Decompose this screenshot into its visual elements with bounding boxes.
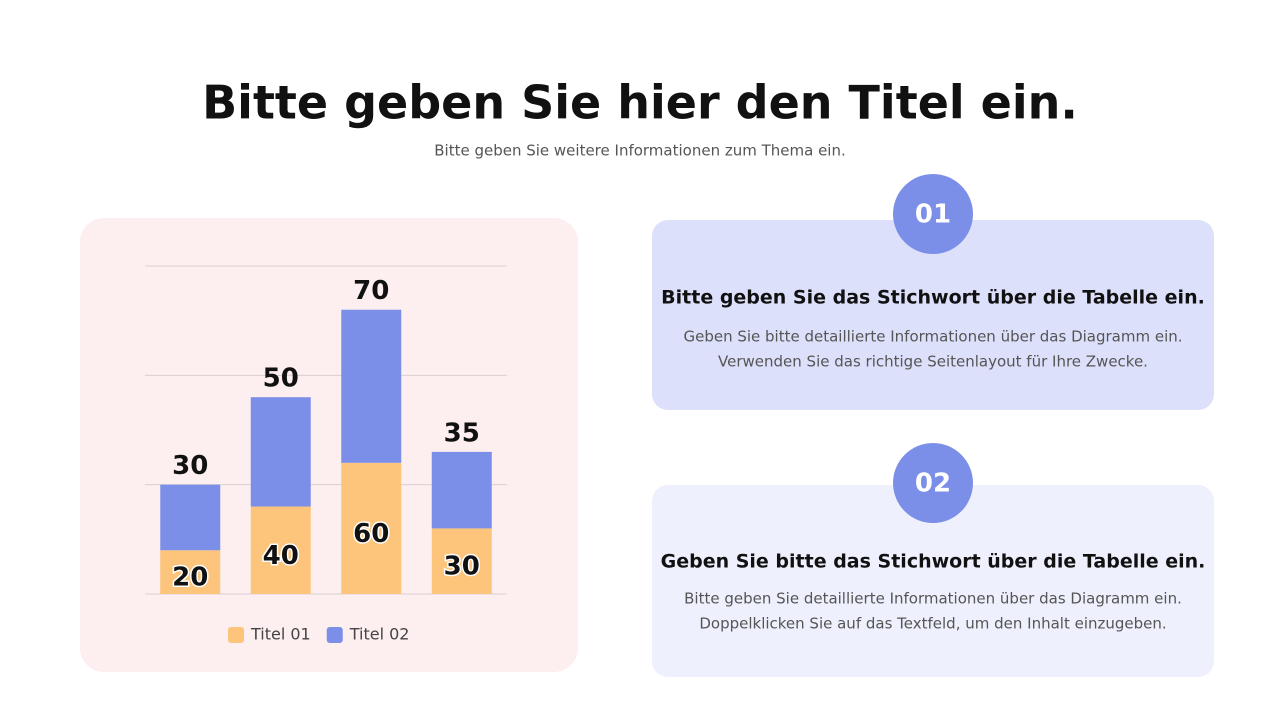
badge — [893, 174, 973, 254]
card-bg — [652, 485, 1214, 677]
bar-segment — [250, 506, 311, 594]
legend-label: Titel 02 — [349, 625, 410, 644]
card-text: Verwenden Sie das richtige Seitenlayout … — [718, 353, 1148, 371]
bar-segment — [431, 451, 492, 529]
data-label: 70 — [353, 276, 389, 306]
badge — [893, 443, 973, 523]
card-text: Geben Sie bitte detaillierte Information… — [683, 328, 1182, 346]
bar-segment — [160, 484, 221, 551]
data-label: 40 — [263, 541, 299, 571]
bar-segment — [341, 462, 402, 594]
subtitle: Bitte geben Sie weitere Informationen zu… — [434, 142, 846, 160]
data-label: 35 — [444, 418, 480, 448]
legend-swatch — [326, 627, 343, 643]
data-label: 60 — [353, 519, 389, 549]
card-text: Bitte geben Sie detaillierte Information… — [684, 590, 1182, 608]
legend-swatch — [228, 627, 244, 643]
card-heading: Bitte geben Sie das Stichwort über die T… — [661, 287, 1205, 309]
badge-number: 02 — [915, 469, 951, 499]
card-text: Doppelklicken Sie auf das Textfeld, um d… — [699, 615, 1166, 633]
bar-segment — [431, 528, 492, 594]
card-bg — [652, 220, 1214, 410]
bar-segment — [250, 397, 311, 507]
card-heading: Geben Sie bitte das Stichwort über die T… — [661, 551, 1206, 573]
data-label: 30 — [444, 552, 480, 582]
data-label: 30 — [172, 451, 208, 481]
chart-panel — [80, 218, 578, 672]
badge-number: 01 — [915, 200, 951, 230]
bar-segment — [341, 309, 402, 463]
bar-segment — [160, 550, 221, 594]
title: Bitte geben Sie hier den Titel ein. — [202, 76, 1078, 130]
legend-label: Titel 01 — [250, 625, 311, 644]
data-label: 50 — [263, 364, 299, 394]
data-label: 20 — [172, 563, 208, 593]
